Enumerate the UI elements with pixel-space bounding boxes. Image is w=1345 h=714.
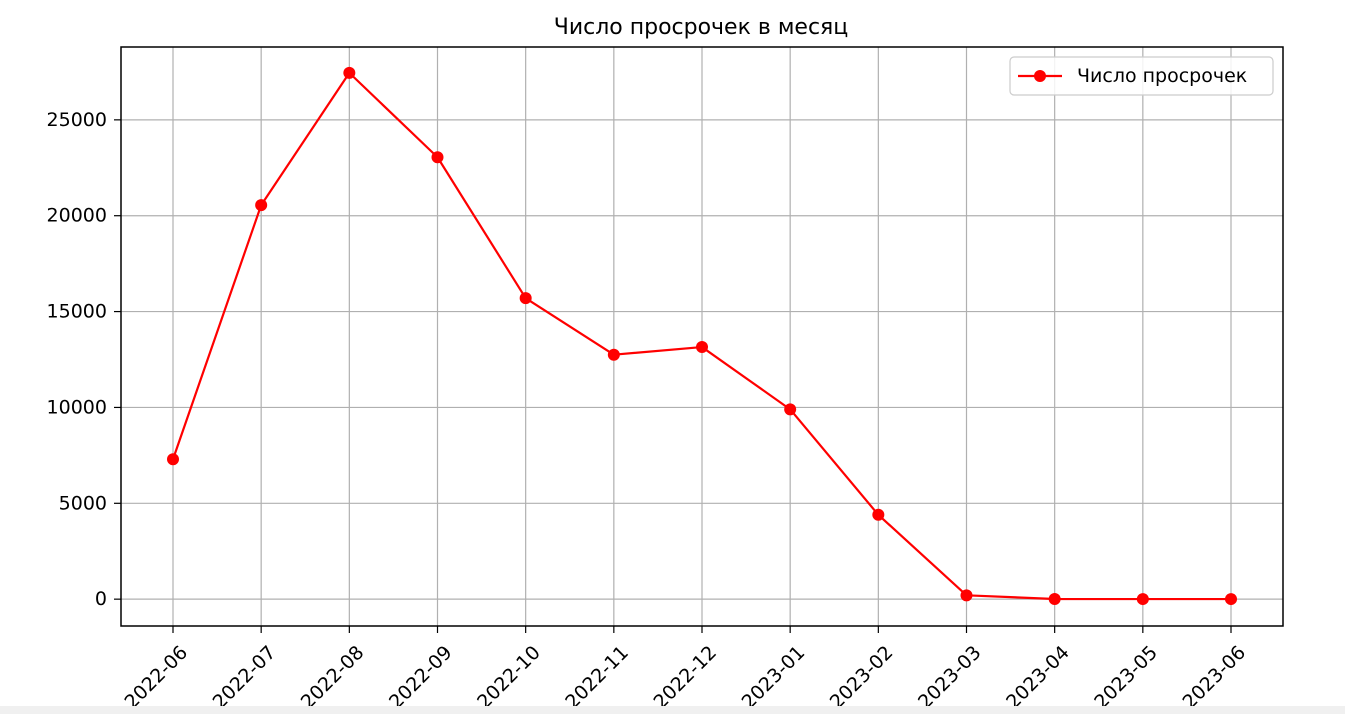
bottom-scrollbar-strip bbox=[0, 706, 1345, 714]
x-tick-label: 2023-05 bbox=[1090, 642, 1162, 706]
chart-title: Число просрочек в месяц bbox=[554, 15, 849, 40]
x-tick-label: 2022-07 bbox=[209, 642, 281, 706]
data-point bbox=[167, 453, 179, 466]
data-point bbox=[431, 151, 444, 164]
x-tick-label: 2022-11 bbox=[561, 642, 633, 706]
x-tick-label: 2022-10 bbox=[473, 642, 545, 706]
y-tick-label: 20000 bbox=[47, 205, 107, 227]
y-tick-label: 25000 bbox=[47, 109, 107, 131]
x-axis: 2022-06 2022-07 2022-08 2022-09 2022-10 2022-… bbox=[120, 626, 1250, 706]
series-layer bbox=[167, 66, 1237, 606]
legend-box bbox=[1009, 56, 1274, 96]
data-point bbox=[1048, 592, 1061, 605]
y-axis: 0 5000 10000 15000 20000 25000 bbox=[47, 109, 121, 610]
legend: Число просрочек bbox=[1009, 56, 1274, 96]
data-point bbox=[696, 341, 708, 354]
x-tick-label: 2022-08 bbox=[297, 642, 369, 706]
legend-point-marker bbox=[1034, 70, 1046, 82]
x-tick-label: 2022-12 bbox=[649, 642, 721, 706]
data-point bbox=[1136, 593, 1149, 606]
data-point bbox=[519, 292, 532, 305]
legend-label: Число просрочек bbox=[1077, 65, 1247, 87]
x-tick-label: 2022-06 bbox=[120, 642, 192, 706]
data-point bbox=[872, 508, 885, 521]
x-tick-label: 2022-09 bbox=[385, 642, 457, 706]
y-tick-label: 15000 bbox=[47, 301, 107, 323]
x-tick-label: 2023-03 bbox=[914, 642, 986, 706]
data-point bbox=[1225, 593, 1237, 606]
grid bbox=[121, 47, 1283, 626]
data-point bbox=[784, 403, 797, 416]
data-point bbox=[607, 348, 620, 361]
data-point bbox=[343, 66, 356, 79]
data-point bbox=[960, 589, 973, 602]
x-tick-label: 2023-06 bbox=[1178, 642, 1250, 706]
x-tick-label: 2023-01 bbox=[738, 642, 810, 706]
x-tick-label: 2023-02 bbox=[826, 642, 898, 706]
data-point bbox=[255, 199, 268, 212]
y-tick-label: 5000 bbox=[59, 492, 107, 514]
y-tick-label: 10000 bbox=[47, 396, 107, 418]
x-tick-label: 2023-04 bbox=[1002, 642, 1074, 706]
y-tick-label: 0 bbox=[95, 588, 107, 610]
